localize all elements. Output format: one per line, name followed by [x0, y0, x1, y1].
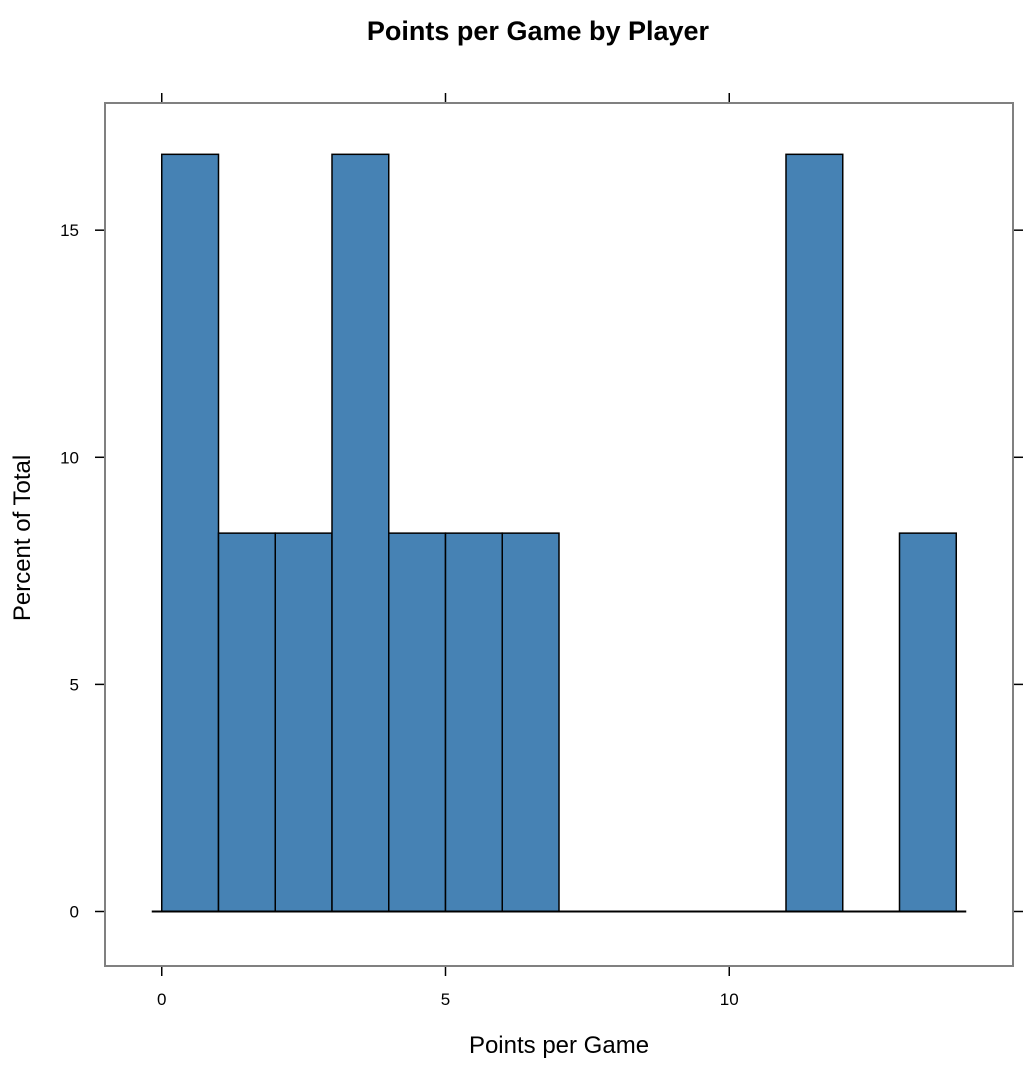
- x-tick-label: 10: [720, 990, 739, 1009]
- histogram-bar: [444, 532, 503, 913]
- histogram-bar: [331, 153, 390, 913]
- chart-title: Points per Game by Player: [367, 16, 710, 46]
- y-tick-label: 10: [60, 448, 79, 467]
- y-tick-label: 15: [60, 221, 79, 240]
- histogram-bar: [501, 532, 560, 913]
- y-tick-label: 5: [70, 675, 79, 694]
- x-tick-label: 0: [157, 990, 166, 1009]
- ticks-layer: 0 5 10 0 5 10 15: [60, 93, 1023, 1009]
- histogram-bar: [217, 532, 276, 913]
- x-tick-label: 5: [441, 990, 450, 1009]
- y-axis-label: Percent of Total: [9, 455, 36, 621]
- histogram-bar: [388, 532, 447, 913]
- y-tick-label: 0: [70, 902, 79, 921]
- histogram-bar: [161, 153, 220, 913]
- x-axis-label: Points per Game: [469, 1032, 649, 1059]
- bars-layer: [161, 153, 957, 913]
- plot-panel-border: [104, 102, 1014, 967]
- histogram-bar: [785, 153, 844, 913]
- histogram-bar: [898, 532, 957, 913]
- histogram-bar: [274, 532, 333, 913]
